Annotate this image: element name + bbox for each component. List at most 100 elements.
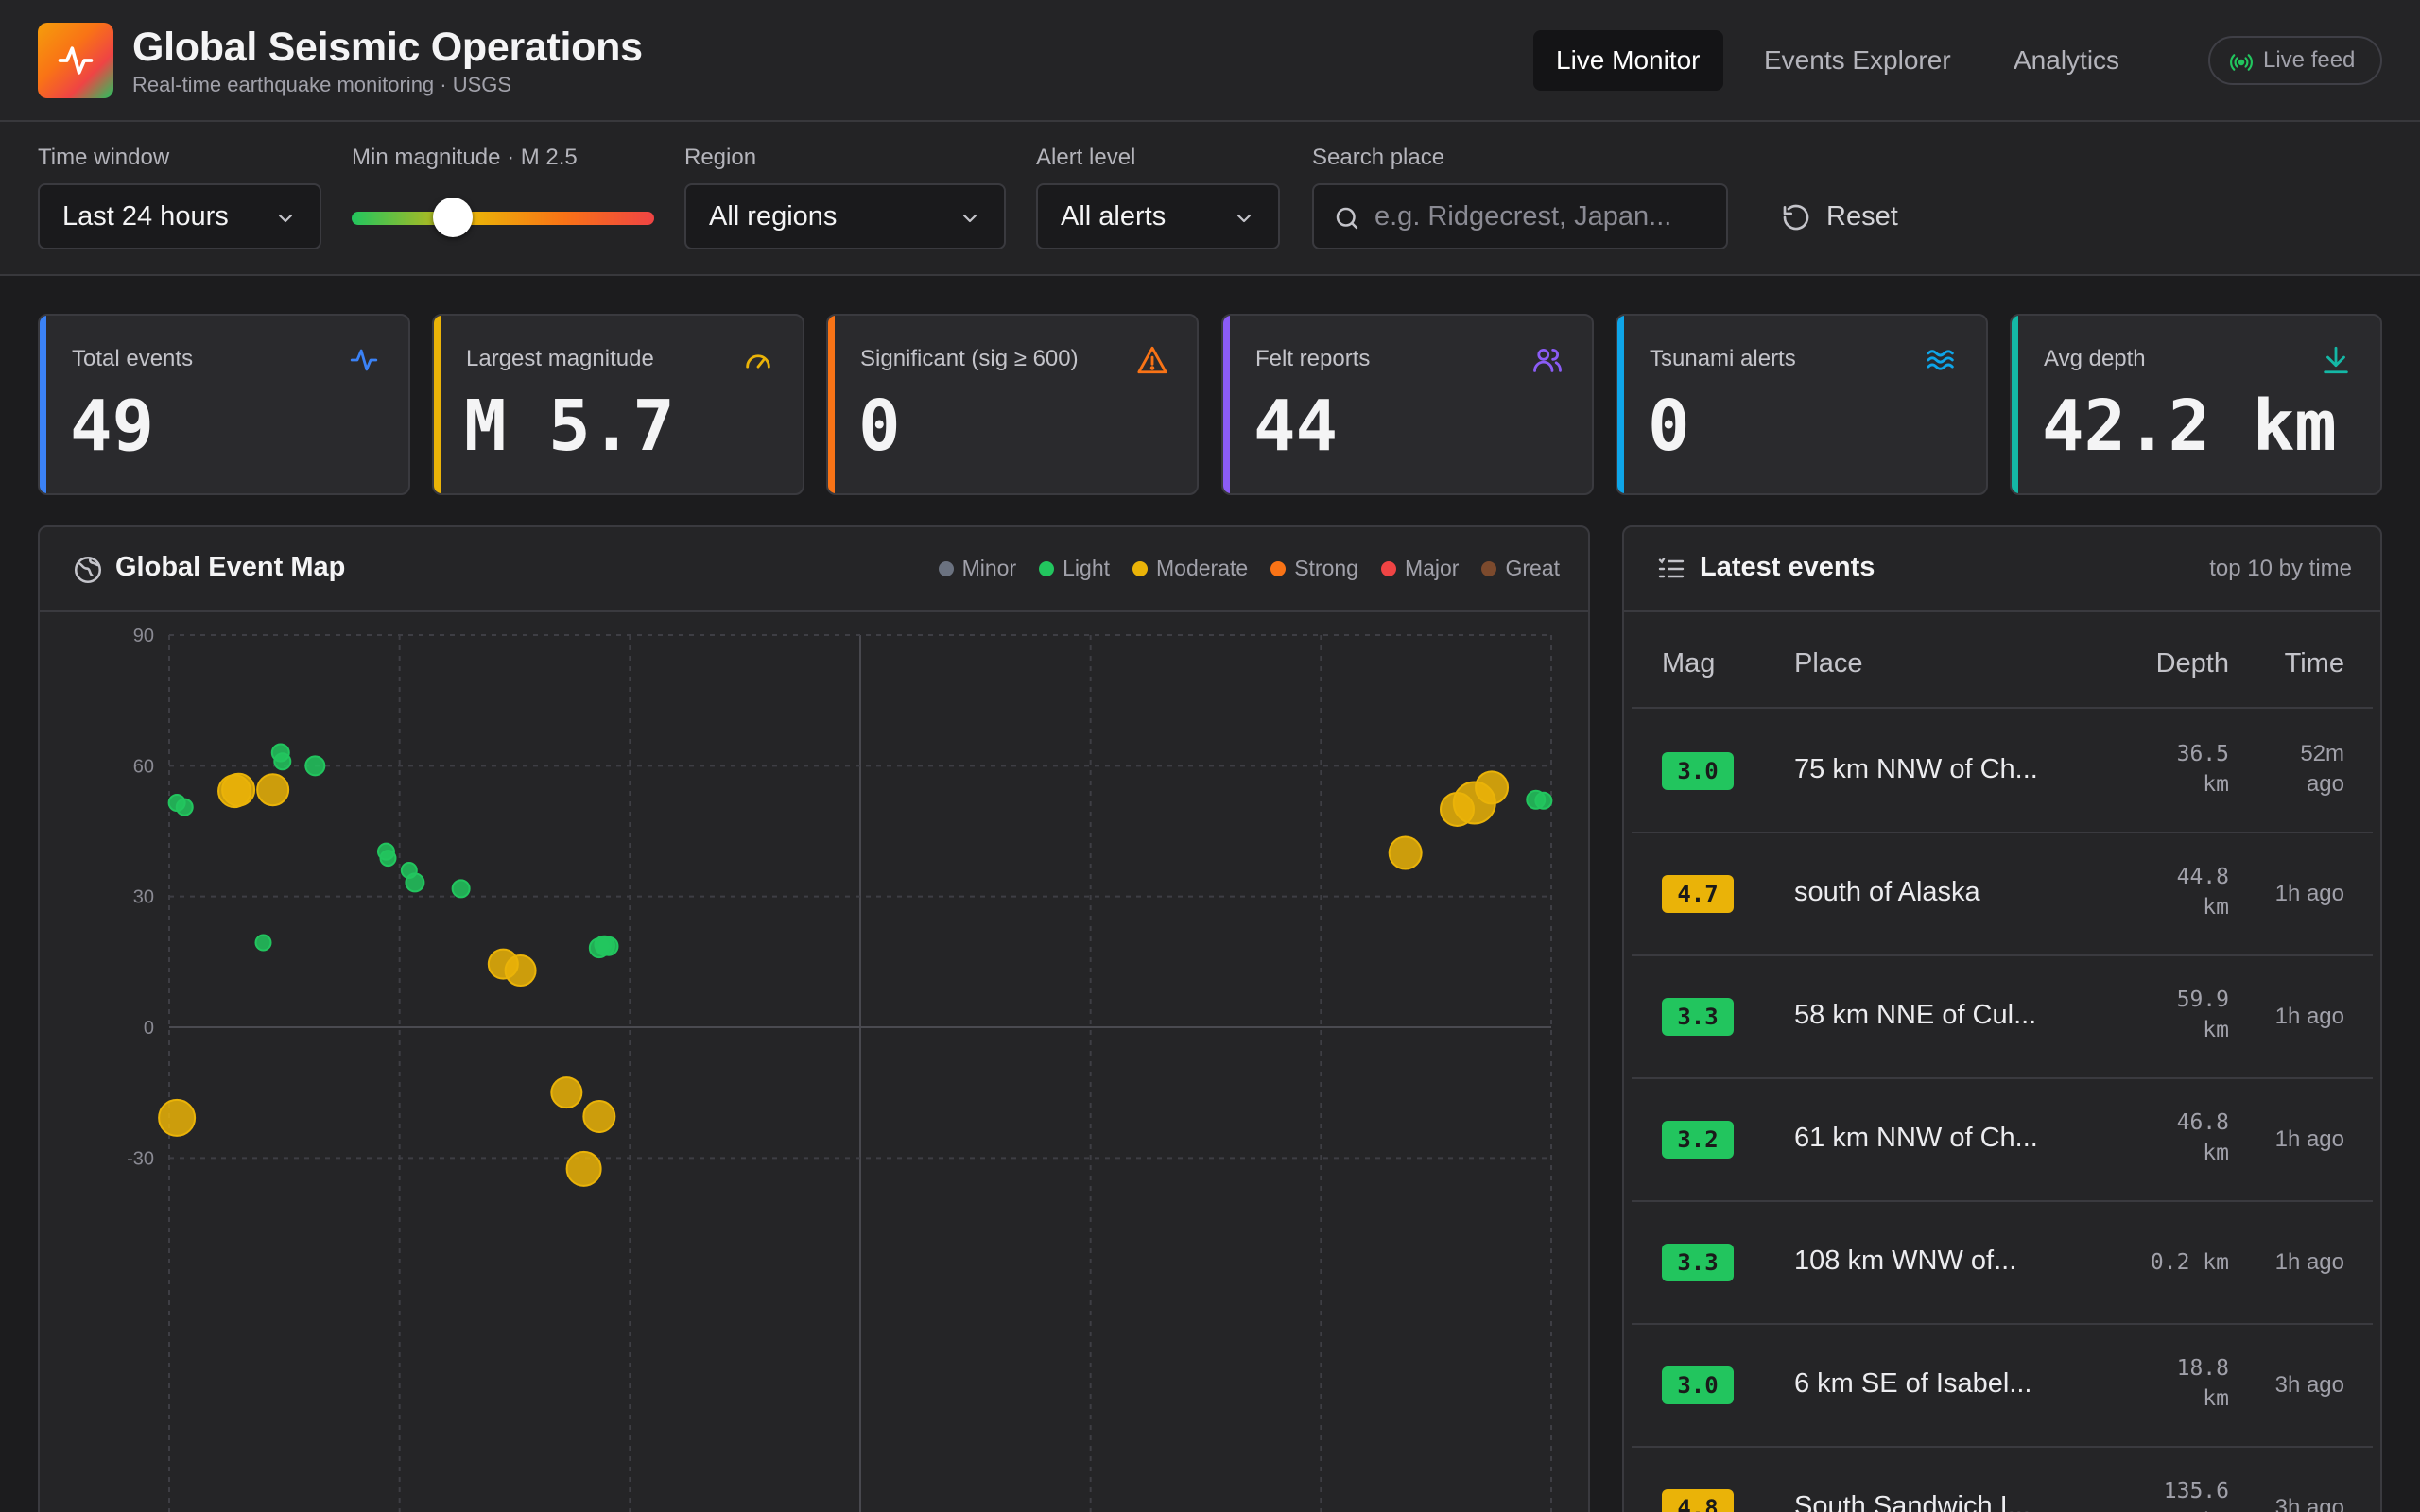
map-title: Global Event Map [115,552,346,582]
time-window-select[interactable]: Last 24 hours [38,183,321,249]
legend-dot [1481,560,1497,576]
event-place: 6 km SE of Isabel... [1794,1368,2032,1399]
event-marker [304,755,326,777]
legend-label: Light [1063,556,1111,580]
live-feed-button[interactable]: Live feed [2208,36,2382,85]
kpi-significant: Significant (sig ≥ 600) 0 [826,314,1199,495]
kpi-value: 0 [858,386,901,467]
kpi-felt-reports: Felt reports 44 [1221,314,1594,495]
table-row[interactable]: 3.3 58 km NNE of Cul... 59.9 km 1h ago [1632,956,2373,1079]
kpi-label: Felt reports [1255,346,1371,371]
chevron-down-icon [1236,214,1252,223]
column-header-mag[interactable]: Mag [1662,648,1716,679]
min-magnitude-slider-handle[interactable] [433,198,473,237]
event-depth: 18.8 km [2176,1356,2229,1411]
events-subtitle: top 10 by time [2209,556,2352,581]
latest-events-panel: Latest events top 10 by time Mag Place D… [1622,525,2382,1512]
search-input[interactable]: e.g. Ridgecrest, Japan... [1312,183,1728,249]
kpi-value: 44 [1253,386,1339,467]
region-select[interactable]: All regions [684,183,1006,249]
magnitude-badge: 3.0 [1662,752,1734,790]
event-marker [1388,835,1423,870]
event-marker [451,879,471,899]
region-value: All regions [709,201,838,232]
kpi-total-events: Total events 49 [38,314,410,495]
legend-dot [938,560,954,576]
magnitude-badge: 3.3 [1662,998,1734,1036]
legend-label: Moderate [1156,556,1249,580]
event-place: 75 km NNW of Ch... [1794,754,2038,784]
event-place: 108 km WNW of... [1794,1246,2017,1276]
legend-item-major: Major [1380,556,1459,581]
live-feed-label: Live feed [2263,47,2356,73]
legend-item-moderate: Moderate [1132,556,1248,581]
tab-events-explorer[interactable]: Events Explorer [1764,45,1951,75]
event-marker [582,1100,616,1134]
y-tick-label: 30 [133,887,154,908]
event-marker [379,850,397,868]
magnitude-badge: 3.2 [1662,1121,1734,1159]
legend-dot [1132,560,1149,576]
gauge-icon [746,354,770,369]
kpi-accent [1617,316,1624,493]
kpi-label: Total events [72,346,194,371]
table-row[interactable]: 4.8 South Sandwich I... 135.6km 3h ago [1632,1448,2373,1512]
chevron-down-icon [962,214,977,223]
event-marker [594,935,613,954]
min-magnitude-slider[interactable] [352,212,654,225]
arrow-down-icon [2324,346,2348,374]
table-row[interactable]: 3.3 108 km WNW of... 0.2 km 1h ago [1632,1202,2373,1325]
search-placeholder: e.g. Ridgecrest, Japan... [1374,201,1672,232]
reset-label: Reset [1826,201,1898,232]
globe-icon [74,556,102,584]
event-marker [273,752,292,771]
app-title: Global Seismic Operations [132,25,643,70]
table-row[interactable]: 4.7 south of Alaska 44.8 km 1h ago [1632,833,2373,956]
tab-analytics[interactable]: Analytics [2014,45,2120,75]
time-window-label: Time window [38,145,170,170]
alert-level-label: Alert level [1036,145,1136,170]
table-row[interactable]: 3.2 61 km NNW of Ch... 46.8 km 1h ago [1632,1079,2373,1202]
reset-icon [1783,204,1809,231]
magnitude-badge: 4.7 [1662,875,1734,913]
table-row[interactable]: 3.0 75 km NNW of Ch... 36.5 km 52m ago [1632,711,2373,833]
kpi-avg-depth: Avg depth 42.2 km [2010,314,2382,495]
table-row[interactable]: 3.0 6 km SE of Isabel... 18.8 km 3h ago [1632,1325,2373,1448]
event-time: 1h ago [2274,1126,2344,1152]
tab-live-monitor[interactable]: Live Monitor [1533,30,1723,91]
event-marker [175,798,194,816]
kpi-value: 49 [70,386,155,467]
kpi-accent [1223,316,1230,493]
event-marker [158,1098,197,1137]
column-header-depth[interactable]: Depth [2155,648,2229,679]
event-marker [217,774,252,809]
event-marker [550,1076,583,1109]
legend-dot [1270,560,1287,576]
magnitude-badge: 4.8 [1662,1489,1734,1512]
kpi-label: Avg depth [2044,346,2146,371]
alert-level-value: All alerts [1061,201,1167,232]
column-header-time[interactable]: Time [2284,648,2344,679]
column-header-place[interactable]: Place [1794,648,1863,679]
event-time: 52m ago [2300,741,2344,797]
pulse-icon [58,46,94,75]
event-time: 3h ago [2274,1372,2344,1398]
broadcast-icon [2230,54,2253,71]
event-time: 1h ago [2274,1249,2344,1275]
warning-icon [1137,346,1167,374]
event-map-chart[interactable]: 90 60 30 0 -30 [40,614,1590,1512]
kpi-accent [434,316,441,493]
legend-dot [1039,560,1055,576]
time-window-value: Last 24 hours [62,201,229,232]
events-table-header: Mag Place Depth Time [1632,614,2373,709]
event-time: 1h ago [2274,881,2344,906]
event-marker [565,1150,602,1187]
event-marker [1534,791,1553,810]
reset-button[interactable]: Reset [1777,183,1898,249]
kpi-label: Significant (sig ≥ 600) [860,346,1079,371]
event-map-panel: Global Event Map Minor Light Moderate St… [38,525,1590,1512]
magnitude-badge: 3.3 [1662,1244,1734,1281]
legend-item-light: Light [1039,556,1110,581]
alert-level-select[interactable]: All alerts [1036,183,1280,249]
kpi-label: Largest magnitude [466,346,654,371]
